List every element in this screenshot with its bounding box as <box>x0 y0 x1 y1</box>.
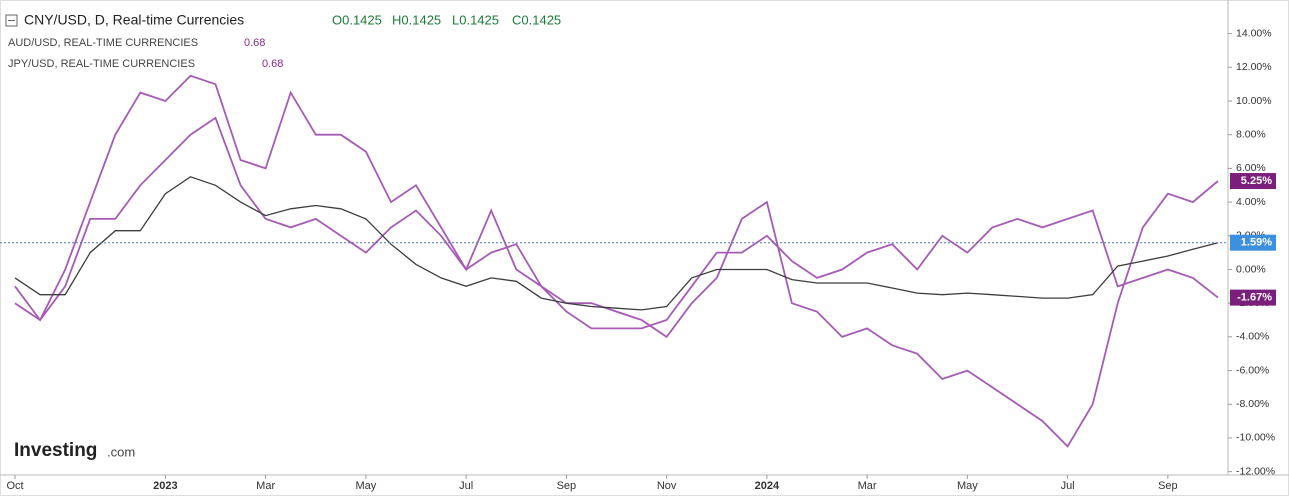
x-tick-label: Jul <box>1061 480 1075 492</box>
legend-aud-value: 0.68 <box>244 37 265 49</box>
x-tick-label: Mar <box>256 480 275 492</box>
x-tick-label: Jul <box>459 480 473 492</box>
y-tick-label: 4.00% <box>1236 196 1266 208</box>
y-tick-label: 14.00% <box>1236 27 1272 39</box>
legend-jpy-value: 0.68 <box>262 58 283 70</box>
badge-bg <box>1230 173 1276 190</box>
last-badge: 1.59% <box>1230 234 1276 251</box>
x-tick-label: 2023 <box>153 480 177 492</box>
badge-label: 1.59% <box>1241 237 1272 249</box>
y-tick-label: -4.00% <box>1236 331 1269 343</box>
series-line <box>14 116 1219 330</box>
open: O0.1425 <box>332 12 382 27</box>
y-tick-label: 10.00% <box>1236 95 1272 107</box>
y-tick-label: 12.00% <box>1236 61 1272 73</box>
x-tick-label: Nov <box>657 480 677 492</box>
low: L0.1425 <box>452 12 499 27</box>
watermark: Investing <box>14 440 97 461</box>
main-title: CNY/USD, D, Real-time Currencies <box>24 12 244 28</box>
x-tick-label: May <box>356 480 377 492</box>
collapse-icon[interactable] <box>5 14 18 27</box>
series-line <box>14 74 1219 448</box>
watermark-suffix: .com <box>107 444 135 459</box>
close: C0.1425 <box>512 12 561 27</box>
y-tick-label: 0.00% <box>1236 263 1266 275</box>
last-badge: 5.25% <box>1230 173 1276 190</box>
x-tick-label: Oct <box>6 480 23 492</box>
y-tick-label: -8.00% <box>1236 398 1269 410</box>
last-badge: -1.67% <box>1230 289 1276 306</box>
x-tick-label: 2024 <box>755 480 780 492</box>
legend-aud: AUD/USD, REAL-TIME CURRENCIES <box>8 37 198 49</box>
x-tick-label: Mar <box>858 480 877 492</box>
y-tick-label: -6.00% <box>1236 364 1269 376</box>
y-tick-label: 8.00% <box>1236 128 1266 140</box>
badge-bg <box>1230 289 1276 306</box>
x-tick-label: May <box>957 480 978 492</box>
x-tick-label: Sep <box>1158 480 1178 492</box>
badge-bg <box>1230 234 1276 251</box>
series-line <box>14 176 1219 311</box>
x-tick-label: Sep <box>557 480 577 492</box>
y-tick-label: -12.00% <box>1236 465 1275 477</box>
y-tick-label: -10.00% <box>1236 432 1275 444</box>
y-tick-label: 6.00% <box>1236 162 1266 174</box>
legend-jpy: JPY/USD, REAL-TIME CURRENCIES <box>8 58 195 70</box>
high: H0.1425 <box>392 12 441 27</box>
badge-label: 5.25% <box>1241 175 1272 187</box>
badge-label: -1.67% <box>1237 292 1272 304</box>
